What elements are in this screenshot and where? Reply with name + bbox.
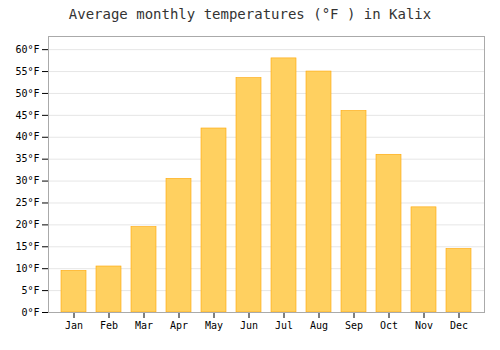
- svg-text:30°F: 30°F: [15, 175, 39, 186]
- svg-text:50°F: 50°F: [15, 88, 39, 99]
- svg-text:60°F: 60°F: [15, 44, 39, 55]
- svg-text:Jul: Jul: [275, 320, 293, 331]
- svg-text:Dec: Dec: [450, 320, 468, 331]
- svg-text:45°F: 45°F: [15, 110, 39, 121]
- html-text:Average monthly temperatures (: Average monthly temperatures (°F ) in Ka…: [68, 6, 432, 22]
- svg-text:Sep: Sep: [345, 320, 363, 331]
- svg-text:Mar: Mar: [135, 320, 153, 331]
- svg-text:10°F: 10°F: [15, 263, 39, 274]
- svg-text:Aug: Aug: [310, 320, 328, 331]
- svg-text:Apr: Apr: [170, 320, 188, 331]
- svg-text:Jan: Jan: [65, 320, 83, 331]
- svg-text:25°F: 25°F: [15, 197, 39, 208]
- svg-text:Feb: Feb: [100, 320, 118, 331]
- svg-text:20°F: 20°F: [15, 219, 39, 230]
- svg-text:Jun: Jun: [240, 320, 258, 331]
- svg-text:May: May: [205, 320, 223, 331]
- svg-text:15°F: 15°F: [15, 241, 39, 252]
- svg-text:Nov: Nov: [415, 320, 433, 331]
- svg-text:55°F: 55°F: [15, 66, 39, 77]
- svg-text:Oct: Oct: [380, 320, 398, 331]
- svg-text:5°F: 5°F: [21, 285, 39, 296]
- svg-text:40°F: 40°F: [15, 131, 39, 142]
- svg-text:35°F: 35°F: [15, 153, 39, 164]
- svg-text:0°F: 0°F: [21, 307, 39, 318]
